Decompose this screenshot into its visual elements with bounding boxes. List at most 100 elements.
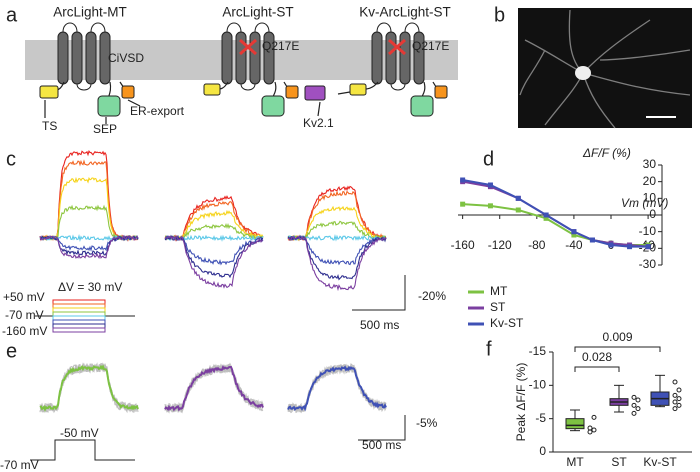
y-tick-label: -10 [529, 378, 547, 392]
mutation-mark [239, 38, 406, 56]
construct-name: ArcLight-MT [53, 5, 127, 20]
point [635, 406, 641, 412]
helix [399, 31, 411, 85]
protocol-step [52, 319, 106, 333]
y-tick-label: 0 [649, 207, 656, 221]
trace [287, 235, 387, 292]
point [635, 397, 641, 403]
trace [287, 365, 387, 412]
point [676, 396, 682, 402]
marker [460, 177, 466, 183]
y-tick-label: -15 [529, 344, 547, 358]
trace [39, 235, 139, 260]
point [591, 427, 597, 433]
y-axis-label: Peak ΔF/F (%) [514, 363, 528, 442]
y-tick-label: -5 [535, 411, 546, 425]
trace [39, 204, 139, 241]
marker [571, 232, 577, 238]
bracket [574, 346, 661, 352]
trace [39, 176, 139, 241]
series-line [462, 180, 649, 248]
point [631, 394, 637, 400]
p-value: 0.028 [582, 350, 612, 364]
protocol-label: +50 mV [3, 290, 45, 304]
x-tick-label: Kv-ST [643, 455, 677, 469]
traces [39, 150, 387, 292]
panel-label: a [6, 4, 18, 26]
legend-label: ST [490, 300, 506, 314]
marker [645, 244, 651, 250]
mutation-label: Q217E [262, 39, 299, 53]
marker [515, 207, 521, 213]
helix [57, 31, 69, 85]
scale-label: 500 ms [362, 438, 401, 452]
p-value: 0.009 [602, 330, 632, 344]
tag-label: SEP [93, 122, 117, 136]
point [676, 387, 682, 393]
bracket [574, 366, 620, 372]
tag-label: Kv2.1 [303, 116, 334, 130]
marker [460, 201, 466, 207]
domain-label: CiVSD [108, 51, 144, 65]
trace [287, 234, 387, 266]
trace [287, 234, 387, 281]
tag-label: ER-export [130, 104, 185, 118]
x-tick-label: MT [566, 455, 584, 469]
protocol-step [52, 311, 106, 333]
trace [164, 365, 264, 412]
helix [221, 31, 233, 85]
scale-bar [358, 415, 406, 441]
construct-name: ArcLight-ST [222, 5, 293, 20]
marker [487, 182, 493, 188]
point [631, 402, 637, 408]
trace [39, 234, 139, 257]
y-axis-label: ΔF/F (%) [582, 146, 631, 160]
point [587, 425, 593, 431]
soma [575, 66, 591, 80]
legend-label: MT [490, 284, 508, 298]
y-tick-label: 20 [643, 174, 657, 188]
trace [39, 364, 139, 412]
y-tick-label: 0 [539, 444, 546, 458]
traces [39, 362, 387, 414]
x-tick-label: -40 [565, 238, 583, 252]
trace [164, 235, 264, 289]
panel-label: d [483, 148, 494, 170]
trace [164, 364, 264, 414]
point [587, 429, 593, 435]
marker [487, 203, 493, 209]
point [672, 379, 678, 385]
protocol [35, 299, 135, 333]
point [672, 392, 678, 398]
y-tick-label: -30 [639, 257, 657, 271]
y-tick-label: -10 [639, 224, 657, 238]
panel-label: e [6, 340, 17, 362]
construct-name: Kv-ArcLight-ST [359, 5, 451, 20]
protocol-step [52, 327, 106, 333]
marker [571, 229, 577, 235]
marker [627, 244, 633, 250]
chart: -15 -10 -5 0 Peak ΔF/F (%) MT ST Kv-ST 0.028 0.00… [514, 330, 692, 469]
loop [376, 22, 420, 91]
x-tick-label: -80 [528, 238, 546, 252]
marker [515, 195, 521, 201]
x-axis-label: Vm (mV) [621, 196, 668, 210]
trace [164, 235, 264, 279]
marker [608, 242, 614, 248]
protocol-label: -50 mV [60, 426, 99, 440]
point [676, 402, 682, 408]
scale-label: -5% [416, 416, 438, 430]
x-tick-label: -160 [451, 238, 475, 252]
y-tick-label: 10 [643, 191, 657, 205]
helix [85, 31, 97, 85]
protocol-step: ΔV = 30 mV [58, 280, 122, 294]
loop [226, 22, 270, 91]
trace [164, 195, 264, 242]
scale-bar [352, 275, 406, 311]
scale-label: -20% [418, 289, 446, 303]
panel-label: f [486, 338, 492, 360]
protocol-label: -70 mV [0, 458, 39, 472]
